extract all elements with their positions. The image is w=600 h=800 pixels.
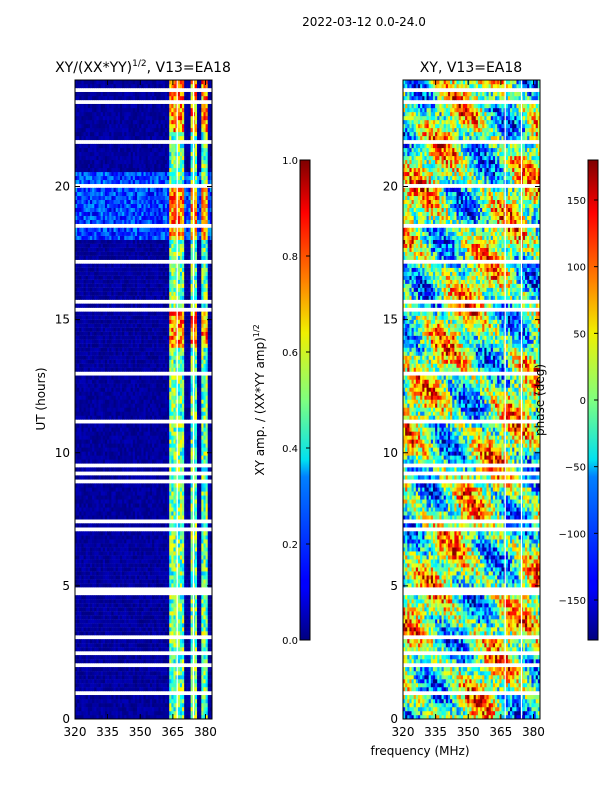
y-tick-label: 20 [55, 180, 70, 194]
colorbar-tick-label: 100 [567, 263, 586, 274]
y-tick-label: 10 [55, 446, 70, 460]
amplitude-axes-frame [74, 79, 213, 720]
phase-axes-frame [402, 79, 541, 720]
colorbar-tick-label: −150 [559, 596, 586, 607]
y-tick-label: 0 [390, 712, 398, 726]
amplitude-heatmap [75, 80, 212, 719]
colorbar-tick-label: 0.0 [282, 636, 298, 647]
colorbar-tick-label: −100 [559, 529, 586, 540]
y-tick-label: 10 [383, 446, 398, 460]
frequency-xlabel: frequency (MHz) [370, 744, 469, 758]
x-tick-label: 380 [522, 725, 545, 739]
figure-title: 2022-03-12 0.0-24.0 [302, 15, 426, 29]
phase-panel-title: XY, V13=EA18 [420, 60, 522, 76]
x-tick-label: 350 [129, 725, 152, 739]
y-tick-label: 20 [383, 180, 398, 194]
x-tick-label: 320 [392, 725, 415, 739]
phase-panel: XY, V13=EA18 320 335 350 365 380 0 5 10 15 20 [383, 60, 545, 739]
x-tick-label: 365 [489, 725, 512, 739]
colorbar-tick-label: 1.0 [282, 156, 298, 167]
colorbar-tick-label: 50 [573, 329, 586, 340]
y-tick-label: 15 [55, 313, 70, 327]
phase-colorbar: phase (deg) −150 −100 −50 0 50 100 150 [533, 159, 599, 641]
colorbar-tick-label: 0.2 [282, 540, 298, 551]
x-tick-label: 365 [161, 725, 184, 739]
colorbar-tick-label: −50 [565, 463, 586, 474]
x-tick-label: 350 [457, 725, 480, 739]
x-tick-label: 380 [194, 725, 217, 739]
phase-axis-ticks: 320 335 350 365 380 0 5 10 15 20 [383, 80, 545, 739]
phase-colorbar-ticks: −150 −100 −50 0 50 100 150 [559, 196, 598, 607]
amplitude-panel: XY/(XX*YY)1/2, V13=EA18 320 335 350 365 380 0… [34, 59, 231, 739]
colorbar-tick-label: 0 [580, 396, 586, 407]
y-tick-label: 15 [383, 313, 398, 327]
y-tick-label: 5 [390, 579, 398, 593]
y-tick-label: 5 [62, 579, 70, 593]
amplitude-panel-title: XY/(XX*YY)1/2, V13=EA18 [55, 59, 231, 76]
phase-heatmap [403, 80, 540, 719]
colorbar-tick-label: 150 [567, 196, 586, 207]
colorbar-tick-label: 0.6 [282, 348, 298, 359]
y-tick-label: 0 [62, 712, 70, 726]
amplitude-colorbar: 0.0 0.2 0.4 0.6 0.8 1.0 XY amp. / (XX*YY amp)… [252, 156, 311, 647]
amplitude-colorbar-label: XY amp. / (XX*YY amp)1/2 [252, 324, 267, 475]
amplitude-axis-ticks: 320 335 350 365 380 0 5 10 15 20 [55, 80, 217, 739]
colorbar-tick-label: 0.4 [282, 444, 298, 455]
x-tick-label: 335 [96, 725, 119, 739]
x-tick-label: 335 [424, 725, 447, 739]
phase-colorbar-label: phase (deg) [533, 364, 547, 436]
amplitude-colorbar-ticks: 0.0 0.2 0.4 0.6 0.8 1.0 [282, 156, 310, 647]
amplitude-colorbar-bar [299, 159, 311, 641]
amplitude-ylabel: UT (hours) [34, 367, 48, 430]
x-tick-label: 320 [64, 725, 87, 739]
colorbar-tick-label: 0.8 [282, 252, 298, 263]
